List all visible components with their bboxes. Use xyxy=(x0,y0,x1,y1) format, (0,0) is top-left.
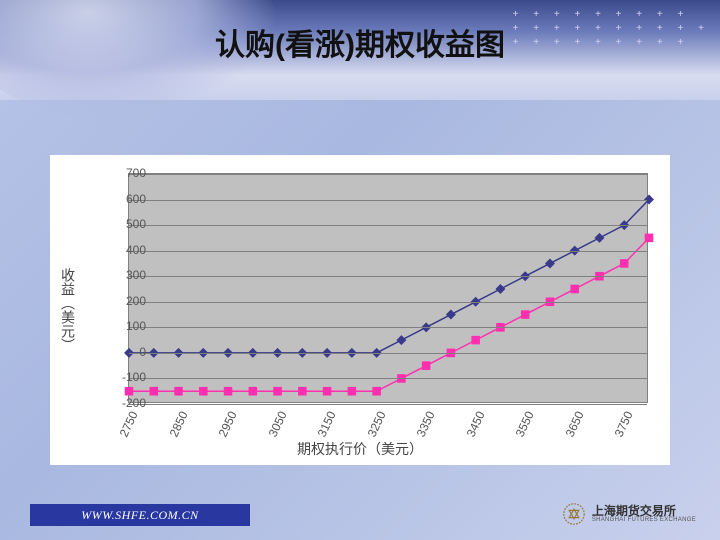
logo-block: 上海期货交易所 SHANGHAI FUTURES EXCHANGE xyxy=(562,502,696,526)
series-marker-seller xyxy=(224,387,233,396)
chart-panel: 收益（美元） 期权执行价（美元） -200 -100 0 100 200 300 400 50… xyxy=(50,155,670,465)
series-marker-buyer xyxy=(446,310,456,320)
series-marker-seller xyxy=(249,387,258,396)
y-axis-label: 收益（美元） xyxy=(58,268,78,352)
y-tick: 400 xyxy=(126,243,146,257)
footer-url-text: WWW.SHFE.COM.CN xyxy=(81,508,198,523)
series-marker-seller xyxy=(372,387,381,396)
x-tick: 3150 xyxy=(315,409,339,439)
y-tick: 100 xyxy=(126,319,146,333)
series-marker-seller xyxy=(323,387,332,396)
x-tick: 3550 xyxy=(513,409,537,439)
shfe-logo-icon xyxy=(562,502,586,526)
series-marker-seller xyxy=(149,387,158,396)
y-tick: 600 xyxy=(126,192,146,206)
series-marker-seller xyxy=(348,387,357,396)
x-tick: 2950 xyxy=(216,409,240,439)
logo-text: 上海期货交易所 SHANGHAI FUTURES EXCHANGE xyxy=(592,505,696,523)
series-marker-seller xyxy=(273,387,282,396)
series-marker-seller xyxy=(422,361,431,370)
x-tick: 2850 xyxy=(166,409,190,439)
series-line-seller xyxy=(129,238,649,391)
y-tick: 700 xyxy=(126,166,146,180)
chart-plot-area xyxy=(128,173,648,403)
page-title: 认购(看涨)期权收益图 xyxy=(0,20,720,64)
series-marker-buyer xyxy=(396,335,406,345)
y-tick: 300 xyxy=(126,268,146,282)
x-tick: 3750 xyxy=(612,409,636,439)
series-marker-seller xyxy=(645,234,654,243)
x-axis-label: 期权执行价（美元） xyxy=(297,439,423,459)
x-tick: 3450 xyxy=(463,409,487,439)
series-marker-buyer xyxy=(495,284,505,294)
x-tick: 2750 xyxy=(117,409,141,439)
series-marker-seller xyxy=(471,336,480,345)
y-tick: -100 xyxy=(122,370,146,384)
series-marker-seller xyxy=(199,387,208,396)
series-marker-buyer xyxy=(594,233,604,243)
x-tick: 3650 xyxy=(562,409,586,439)
footer-url-bar: WWW.SHFE.COM.CN xyxy=(30,504,250,526)
logo-cn: 上海期货交易所 xyxy=(592,505,696,517)
logo-en: SHANGHAI FUTURES EXCHANGE xyxy=(592,517,696,523)
series-marker-seller xyxy=(174,387,183,396)
y-tick: 500 xyxy=(126,217,146,231)
chart-svg xyxy=(129,174,649,404)
series-marker-seller xyxy=(298,387,307,396)
x-tick: 3050 xyxy=(265,409,289,439)
x-tick: 3350 xyxy=(414,409,438,439)
series-marker-buyer xyxy=(545,258,555,268)
series-marker-seller xyxy=(521,310,530,319)
series-marker-seller xyxy=(570,285,579,294)
x-tick: 3250 xyxy=(364,409,388,439)
y-tick: 0 xyxy=(139,345,146,359)
series-marker-seller xyxy=(125,387,134,396)
series-marker-seller xyxy=(620,259,629,268)
y-tick: -200 xyxy=(122,396,146,410)
y-tick: 200 xyxy=(126,294,146,308)
